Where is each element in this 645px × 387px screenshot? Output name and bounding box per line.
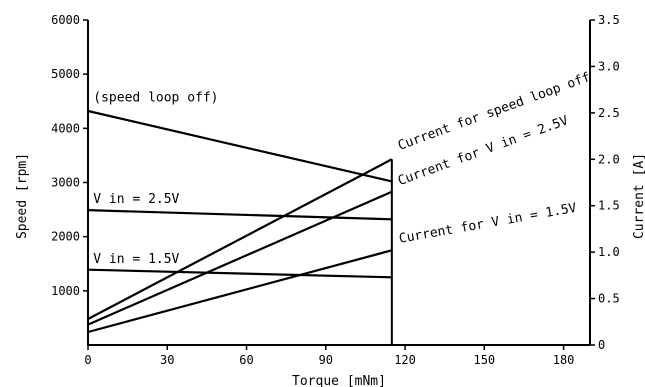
series-line-5 <box>87 190 393 326</box>
y-right-tick-label: 0.5 <box>598 292 620 306</box>
annotation-5: Current for V in = 2.5V <box>396 113 570 189</box>
y-left-tick-label: 5000 <box>51 67 80 81</box>
x-tick-label: 30 <box>160 353 174 367</box>
annotation-2: V in = 2.5V <box>93 192 179 207</box>
annotations: (speed loop off) V in = 2.5V V in = 1.5V Cu… <box>93 70 592 267</box>
series-line-1 <box>87 109 393 183</box>
y-right-tick-label: 1.0 <box>598 245 620 259</box>
x-tick-label: 0 <box>84 353 91 367</box>
series-line-6 <box>87 249 393 334</box>
y-right-tick-label: 3.0 <box>598 59 620 73</box>
y-right-tick-label: 0 <box>598 338 605 352</box>
y-axis-right-title: Current [A] <box>632 153 645 239</box>
x-tick-label: 90 <box>319 353 333 367</box>
ticks: 0 30 60 90 120 150 180 1000 2000 3000 4000 5000 6000… <box>51 13 620 367</box>
x-tick-label: 120 <box>394 353 416 367</box>
axes <box>87 20 591 346</box>
annotation-3: V in = 1.5V <box>93 252 179 267</box>
series-line-2 <box>87 209 392 221</box>
y-right-tick-label: 2.0 <box>598 152 620 166</box>
series-group <box>87 109 393 334</box>
y-left-tick-label: 3000 <box>51 176 80 190</box>
y-left-tick-label: 1000 <box>51 284 80 298</box>
y-right-tick-label: 1.5 <box>598 199 620 213</box>
y-axis-left-title: Speed [rpm] <box>15 153 30 239</box>
y-left-tick-label: 4000 <box>51 121 80 135</box>
annotation-1: (speed loop off) <box>93 90 218 105</box>
x-tick-label: 150 <box>473 353 495 367</box>
y-left-tick-label: 2000 <box>51 230 80 244</box>
series-line-3 <box>87 268 392 279</box>
y-left-tick-label: 6000 <box>51 13 80 27</box>
x-tick-label: 60 <box>239 353 253 367</box>
x-tick-label: 180 <box>553 353 575 367</box>
y-right-tick-label: 2.5 <box>598 106 620 120</box>
x-axis-title: Torque [mNm] <box>292 374 386 387</box>
series-line-4 <box>87 158 393 320</box>
y-right-tick-label: 3.5 <box>598 13 620 27</box>
annotation-6: Current for V in = 1.5V <box>398 201 578 247</box>
